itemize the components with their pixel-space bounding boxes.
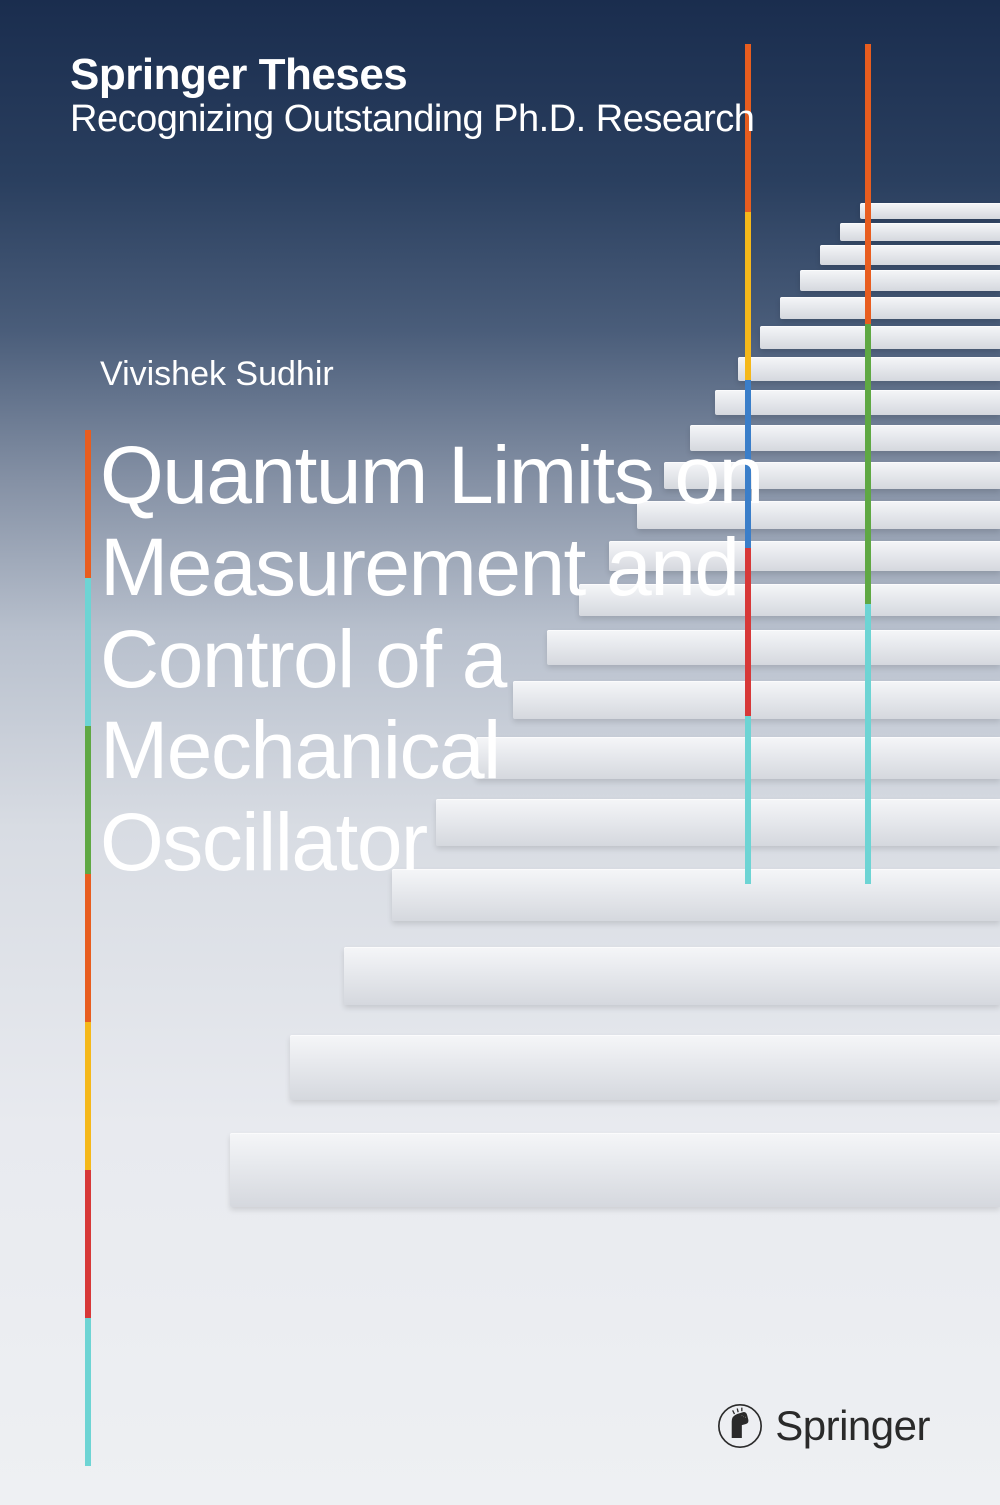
step: [840, 223, 1000, 241]
step: [800, 270, 1000, 291]
step: [715, 390, 1000, 415]
series-header: Springer Theses Recognizing Outstanding …: [70, 50, 754, 141]
accent-bar: [85, 578, 91, 726]
accent-bar: [745, 212, 751, 380]
accent-bar: [85, 1318, 91, 1466]
accent-bar: [865, 604, 871, 884]
series-tagline: Recognizing Outstanding Ph.D. Research: [70, 98, 754, 141]
step: [780, 297, 1000, 319]
step: [860, 203, 1000, 219]
publisher: Springer: [717, 1402, 930, 1450]
springer-horse-icon: [717, 1403, 763, 1449]
accent-bar: [85, 430, 91, 578]
step: [230, 1133, 1000, 1207]
title-block: Quantum Limits on Measurement and Contro…: [100, 430, 800, 889]
accent-bar: [85, 874, 91, 1022]
step: [290, 1035, 1000, 1100]
accent-bar: [85, 726, 91, 874]
step: [760, 326, 1000, 349]
accent-bar: [865, 44, 871, 324]
book-title: Quantum Limits on Measurement and Contro…: [100, 430, 800, 889]
series-name: Springer Theses: [70, 50, 754, 100]
step: [344, 947, 1000, 1005]
step: [820, 245, 1000, 265]
accent-bar: [85, 1022, 91, 1170]
publisher-name: Springer: [775, 1402, 930, 1450]
accent-bar: [85, 1170, 91, 1318]
accent-bar: [865, 324, 871, 604]
author-name: Vivishek Sudhir: [100, 355, 334, 394]
